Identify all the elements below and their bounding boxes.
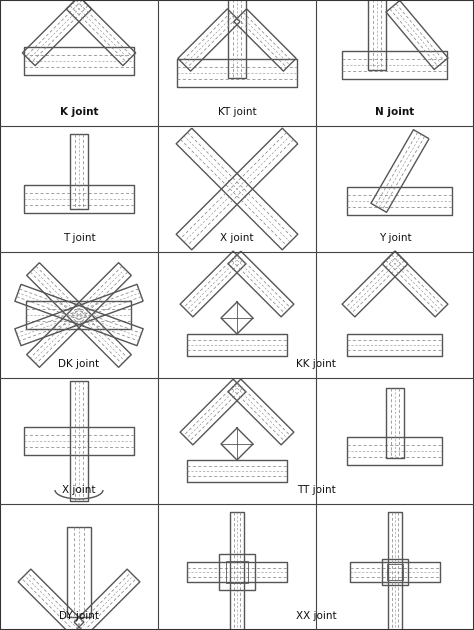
Text: XX joint: XX joint [296, 611, 337, 621]
Bar [387, 564, 403, 580]
Text: KK joint: KK joint [296, 359, 336, 369]
Bar [382, 559, 408, 585]
Bar [226, 561, 248, 583]
Text: X joint: X joint [62, 485, 96, 495]
Text: N joint: N joint [375, 107, 415, 117]
Text: T joint: T joint [63, 233, 95, 243]
Text: X joint: X joint [220, 233, 254, 243]
Text: DK joint: DK joint [58, 359, 100, 369]
Text: DY joint: DY joint [59, 611, 99, 621]
Text: TT joint: TT joint [297, 485, 336, 495]
Text: K joint: K joint [60, 107, 98, 117]
Text: Y joint: Y joint [379, 233, 411, 243]
Text: KT joint: KT joint [218, 107, 256, 117]
Bar [219, 554, 255, 590]
